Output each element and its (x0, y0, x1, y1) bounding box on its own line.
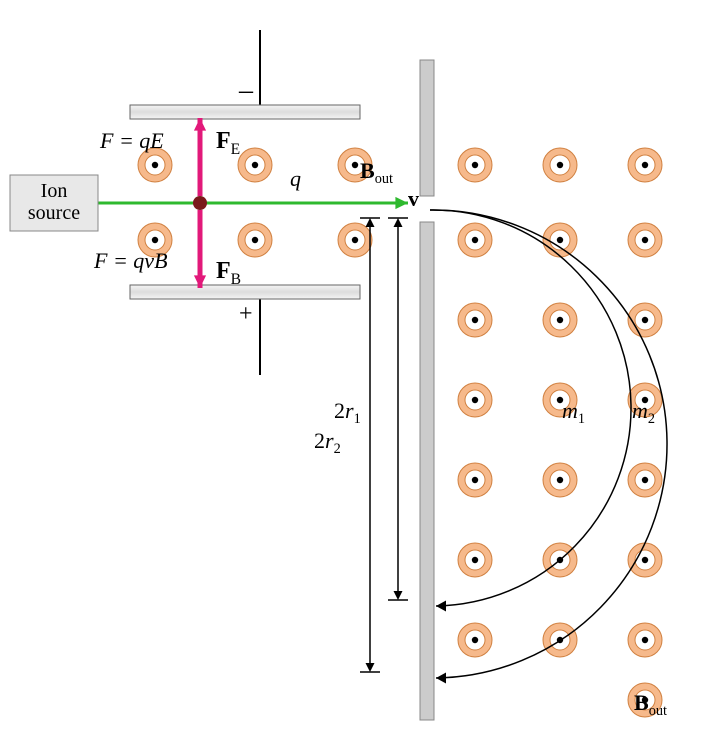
field-dot-icon (458, 543, 492, 577)
label-2r2: 2r2 (314, 428, 341, 457)
plate-top-sign: – (238, 75, 254, 106)
field-dot-icon (543, 303, 577, 337)
field-dot-icon (238, 223, 272, 257)
label-FqvB: F = qvB (93, 248, 168, 273)
label-m1: m1 (562, 398, 585, 427)
label-q: q (290, 166, 301, 191)
plate-bottom-sign: + (239, 301, 253, 327)
arc-m2 (430, 210, 667, 678)
field-dot-icon (628, 543, 662, 577)
field-dot-icon (238, 148, 272, 182)
force-FE-head (194, 118, 206, 131)
charge-dot (193, 196, 207, 210)
field-dot-icon (458, 623, 492, 657)
field-dot-icon (138, 148, 172, 182)
label-Bout-top: Bout (360, 158, 393, 187)
field-dot-icon (458, 303, 492, 337)
label-2r1: 2r1 (334, 398, 361, 427)
field-dot-icon (628, 303, 662, 337)
wall-upper (420, 60, 434, 196)
arc-m2-head (436, 673, 446, 684)
label-FB: FB (216, 258, 241, 288)
wall-lower (420, 222, 434, 720)
field-dot-icon (628, 463, 662, 497)
plate-bottom (130, 285, 360, 299)
field-dot-icon (628, 223, 662, 257)
field-dot-icon (338, 223, 372, 257)
label-FqE: F = qE (99, 128, 164, 153)
field-dot-icon (458, 223, 492, 257)
field-dot-icon (458, 148, 492, 182)
label-v: v (408, 186, 419, 211)
mass-spectrometer-diagram: –+IonsourceF = qEF = qvBFEFBqBoutvm1m2Bo… (0, 0, 704, 738)
field-dot-icon (628, 623, 662, 657)
field-dot-icon (628, 148, 662, 182)
field-dot-icon (543, 148, 577, 182)
arc-m1-head (436, 601, 446, 612)
field-dot-icon (543, 463, 577, 497)
plate-top (130, 105, 360, 119)
ion-beam-head (395, 197, 408, 209)
field-dot-icon (458, 463, 492, 497)
ion-source-label: Ion (41, 180, 68, 202)
field-dot-icon (458, 383, 492, 417)
label-FE: FE (216, 128, 240, 158)
ion-source-label2: source (28, 202, 80, 224)
